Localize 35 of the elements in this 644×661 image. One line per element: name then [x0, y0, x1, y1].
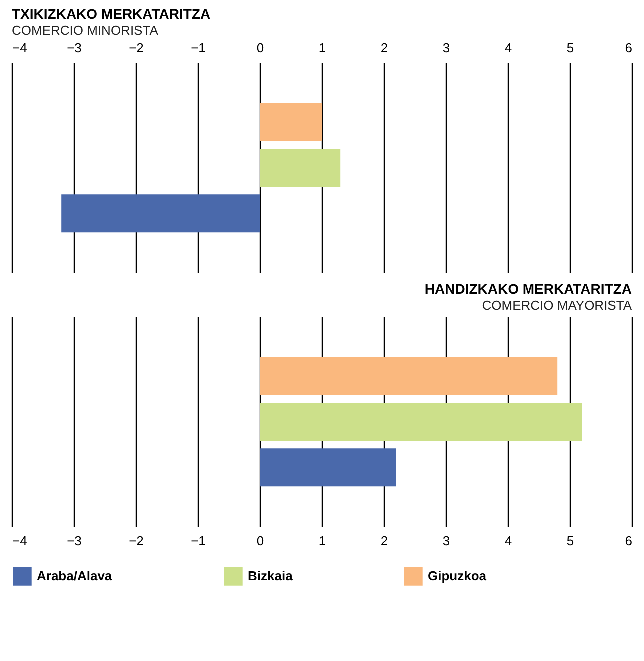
bar: [260, 149, 341, 187]
x-tick-label: 2: [380, 534, 388, 548]
x-tick-label: −2: [129, 40, 144, 56]
x-tick-label: 4: [504, 40, 512, 56]
bar: [62, 194, 260, 233]
chart-title: HANDIZKAKO MERKATARITZA: [424, 281, 632, 297]
chart-title: TXIKIZKAKO MERKATARITZA: [12, 6, 211, 22]
x-tick-label: 1: [318, 534, 326, 548]
x-tick-label: 6: [625, 534, 632, 548]
x-tick-label: 0: [256, 534, 264, 548]
x-tick-label: −2: [129, 534, 144, 548]
x-tick-label: 4: [504, 534, 512, 548]
bar: [260, 357, 558, 396]
bar: [260, 448, 396, 487]
x-tick-label: 0: [256, 40, 264, 56]
x-tick-label: −4: [12, 534, 28, 548]
x-tick-label: 5: [566, 40, 574, 56]
x-tick-label: 3: [442, 40, 450, 56]
legend-label: Bizkaia: [248, 568, 294, 584]
legend-label: Araba/Alava: [37, 568, 113, 584]
chart-subtitle: COMERCIO MINORISTA: [12, 23, 159, 38]
x-tick-label: 1: [318, 40, 326, 56]
bar: [260, 103, 322, 142]
bar: [260, 403, 582, 441]
x-tick-label: −1: [191, 534, 206, 548]
x-tick-label: −4: [12, 40, 28, 56]
x-tick-label: −1: [191, 40, 206, 56]
x-tick-label: 3: [442, 534, 450, 548]
x-tick-label: −3: [67, 40, 82, 56]
x-tick-label: 6: [625, 40, 632, 56]
x-tick-label: 2: [380, 40, 388, 56]
x-tick-label: 5: [566, 534, 574, 548]
x-tick-label: −3: [67, 534, 82, 548]
legend-label: Gipuzkoa: [428, 568, 488, 584]
chart-subtitle: COMERCIO MAYORISTA: [482, 298, 632, 313]
